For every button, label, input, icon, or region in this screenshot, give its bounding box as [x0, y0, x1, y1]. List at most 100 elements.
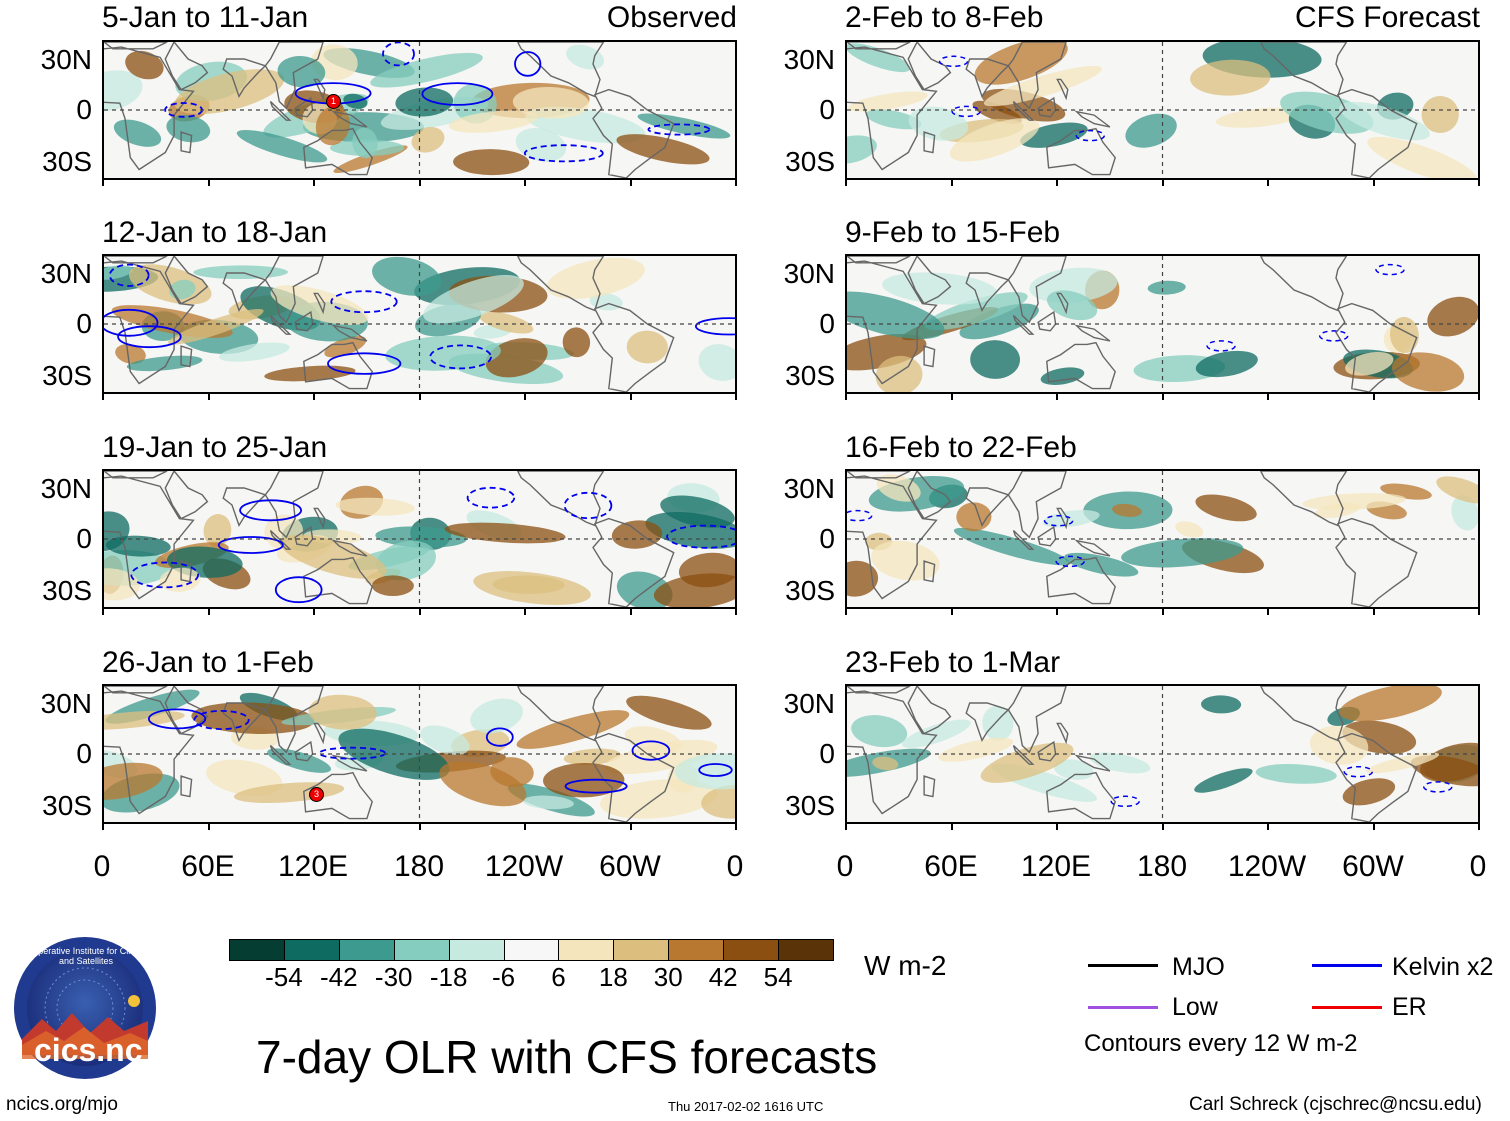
kelvin-contour	[217, 536, 284, 554]
kelvin-contour	[1343, 765, 1374, 778]
olr-anomaly-blob	[1125, 113, 1177, 148]
olr-anomaly-blob	[376, 540, 436, 581]
olr-anomaly-blob	[168, 308, 264, 345]
olr-anomaly-blob	[385, 335, 501, 371]
lon-tick	[419, 609, 421, 615]
lon-tick	[845, 824, 847, 830]
colorbar-cell	[503, 939, 560, 961]
lat-label: 0	[76, 738, 92, 769]
lon-tick	[208, 180, 210, 186]
kelvin-contour	[938, 55, 969, 68]
lon-tick	[1056, 180, 1058, 186]
olr-anomaly-blob	[277, 56, 326, 88]
olr-anomaly-blob	[1366, 752, 1440, 774]
logo-text: cics.nc	[34, 1032, 143, 1068]
olr-anomaly-blob	[522, 795, 574, 810]
coastlines	[104, 42, 675, 178]
olr-anomaly-blob	[546, 257, 645, 299]
cics-logo	[12, 935, 158, 1081]
lon-tick	[524, 609, 526, 615]
lon-label: 180	[393, 850, 445, 883]
coastlines	[847, 256, 1418, 392]
olr-anomaly-blob	[1215, 107, 1302, 128]
panel-period-title: 16-Feb to 22-Feb	[845, 431, 1077, 464]
olr-anomaly-map	[102, 40, 737, 180]
lat-label: 30N	[40, 688, 92, 719]
lon-tick	[419, 394, 421, 400]
kelvin-contour	[327, 352, 402, 375]
lon-label: 60W	[599, 850, 661, 883]
olr-anomaly-blob	[1201, 695, 1242, 714]
lon-tick	[419, 180, 421, 186]
olr-anomaly-blob	[847, 43, 911, 73]
olr-anomaly-blob	[439, 761, 527, 807]
observed-label: Observed	[606, 1, 737, 34]
footer-url[interactable]: ncics.org/mjo	[6, 1094, 118, 1115]
lon-tick	[524, 394, 526, 400]
colorbar-label: 30	[653, 962, 683, 992]
lon-label: 180	[1136, 850, 1188, 883]
olr-anomaly-blob	[1389, 316, 1419, 354]
colorbar-cell	[283, 939, 340, 961]
lat-label: 30N	[40, 473, 92, 504]
kelvin-contour	[1375, 263, 1405, 276]
lat-label: 30S	[785, 790, 835, 821]
lat-label: 30S	[42, 575, 92, 606]
olr-anomaly-blob	[1194, 768, 1253, 793]
kelvin-contour	[847, 509, 873, 522]
olr-anomaly-blob	[953, 527, 1070, 566]
lon-tick	[845, 394, 847, 400]
lat-label: 0	[76, 523, 92, 554]
lon-tick	[313, 609, 315, 615]
lat-label: 30N	[40, 258, 92, 289]
kelvin-contour	[698, 763, 733, 777]
colorbar-label: 42	[708, 962, 738, 992]
olr-anomaly-blob	[115, 343, 146, 364]
olr-anomaly-blob	[875, 355, 923, 392]
olr-anomaly-blob	[423, 275, 524, 324]
lon-tick	[1267, 394, 1269, 400]
lon-tick	[208, 824, 210, 830]
olr-anomaly-blob	[1302, 493, 1407, 510]
lon-tick	[1162, 394, 1164, 400]
olr-anomaly-blob	[512, 86, 590, 119]
lon-tick	[1162, 824, 1164, 830]
kelvin-contour	[1055, 555, 1085, 568]
olr-anomaly-map	[845, 684, 1480, 824]
olr-anomaly-blob	[901, 719, 971, 748]
olr-anomaly-blob	[335, 497, 415, 516]
kelvin-contour	[193, 709, 250, 731]
olr-anomaly-blob	[125, 50, 164, 80]
kelvin-contour	[695, 317, 735, 336]
lon-tick	[208, 394, 210, 400]
lon-tick	[845, 609, 847, 615]
olr-anomaly-blob	[478, 311, 534, 334]
lon-label: 0	[93, 850, 111, 883]
lat-label: 30N	[40, 44, 92, 75]
footer-author: Carl Schreck (cjschrec@ncsu.edu)	[1189, 1094, 1482, 1115]
lat-label: 30N	[783, 258, 835, 289]
olr-anomaly-blob	[104, 549, 173, 586]
olr-anomaly-blob	[1195, 494, 1257, 522]
olr-anomaly-blob	[308, 694, 377, 730]
legend-label-kelvin: Kelvin x2	[1392, 953, 1494, 981]
lon-tick	[845, 180, 847, 186]
coastlines	[847, 686, 1418, 822]
panel-period-title: 2-Feb to 8-Feb	[845, 1, 1044, 34]
lon-tick	[630, 394, 632, 400]
olr-anomaly-blob	[938, 737, 1014, 762]
colorbar-cell	[338, 939, 395, 961]
legend-line-kelvin	[1312, 964, 1382, 967]
olr-anomaly-blob	[1175, 521, 1204, 538]
olr-anomaly-blob	[566, 44, 605, 70]
olr-anomaly-blob	[871, 540, 940, 581]
olr-anomaly-blob	[970, 340, 1020, 379]
olr-anomaly-blob	[1410, 755, 1478, 787]
olr-anomaly-blob	[1255, 763, 1337, 784]
olr-anomaly-blob	[370, 52, 483, 88]
olr-anomaly-blob	[983, 65, 1102, 107]
lon-tick	[735, 180, 737, 186]
lat-label: 30S	[42, 146, 92, 177]
lon-tick	[524, 180, 526, 186]
lon-tick	[630, 824, 632, 830]
